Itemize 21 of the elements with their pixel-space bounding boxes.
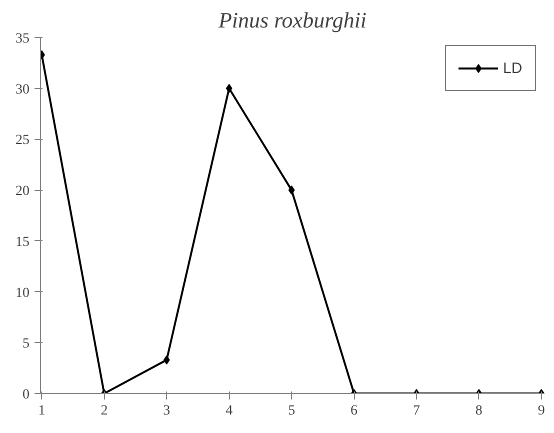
y-tick-label: 25 (16, 133, 30, 148)
x-tick-label: 3 (163, 404, 170, 418)
y-tick-label: 10 (16, 286, 30, 301)
y-tick-label: 5 (22, 336, 30, 352)
y-tick-label: 20 (16, 184, 30, 200)
x-tick-label: 2 (100, 404, 108, 418)
point (226, 84, 232, 93)
y-tick-label: 0 (22, 388, 30, 402)
x-tick-label: 9 (538, 404, 545, 418)
point (288, 186, 295, 195)
x-tick-label: 7 (412, 404, 420, 418)
x-tick-label: 8 (475, 404, 482, 418)
y-tick-label: 30 (16, 82, 30, 98)
x-tick-label: 5 (288, 404, 296, 418)
chart-title: Pinus roxburghii (217, 8, 367, 32)
legend-label: LD (503, 60, 523, 76)
x-tick-label: 1 (38, 404, 46, 418)
x-tick-label: 6 (350, 404, 358, 418)
x-tick-label: 4 (226, 404, 233, 418)
y-tick-label: 35 (16, 32, 30, 46)
y-tick-label: 15 (16, 234, 30, 250)
